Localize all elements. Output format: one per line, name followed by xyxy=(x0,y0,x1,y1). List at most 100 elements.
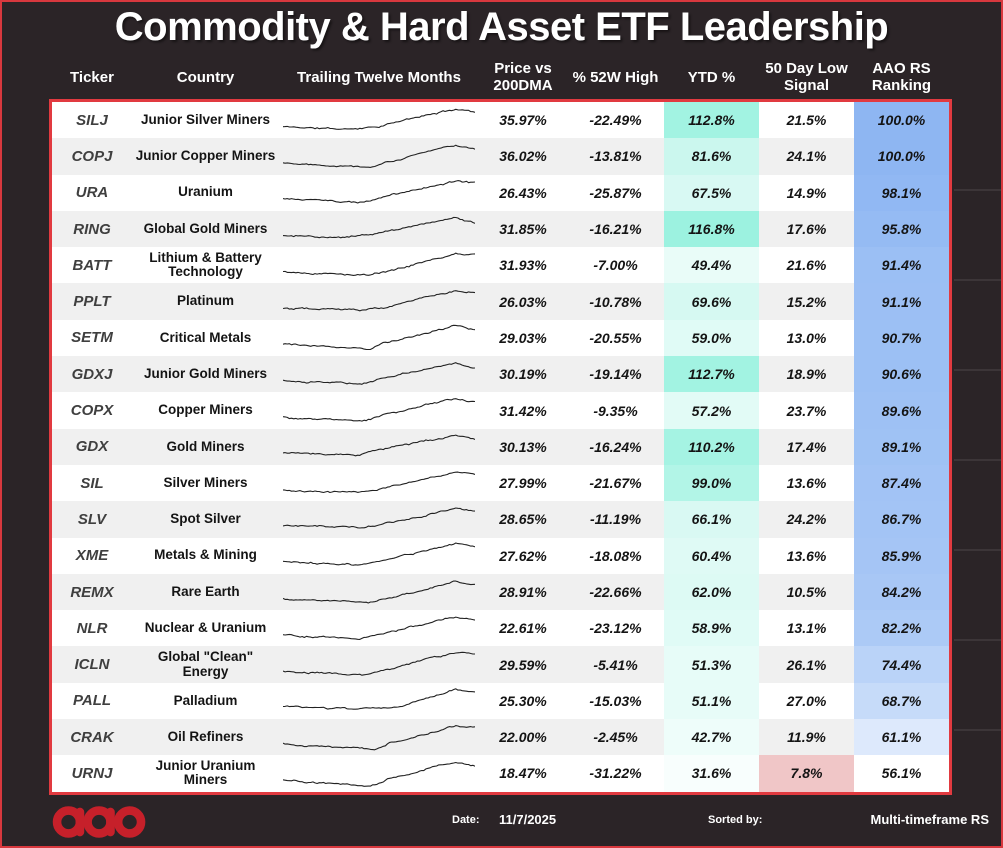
sparkline-chart xyxy=(283,180,475,204)
sorted-by-label: Sorted by: xyxy=(708,814,763,826)
col-header-country: Country xyxy=(176,68,235,86)
ttm-sparkline-cell xyxy=(279,211,479,247)
50day-low-signal-cell: 26.1% xyxy=(786,656,827,673)
ytd-cell: 51.1% xyxy=(664,682,759,720)
sparkline-chart xyxy=(283,361,475,385)
fund-name-cell: Metals & Mining xyxy=(154,547,257,563)
price-vs-200dma-cell: 30.13% xyxy=(499,438,547,455)
50day-low-signal-cell: 13.0% xyxy=(786,329,827,346)
table-row: CRAK Oil Refiners 22.00% -2.45% 42.7% 11… xyxy=(52,719,949,756)
col-header-50day-low: 50 Day Low Signal xyxy=(765,60,848,95)
price-vs-200dma-cell: 29.03% xyxy=(499,329,547,346)
aao-rs-ranking-cell: 61.1% xyxy=(854,719,949,756)
price-vs-200dma-cell: 26.43% xyxy=(499,184,547,201)
ticker-cell: RING xyxy=(73,220,111,238)
aao-rs-ranking-cell: 89.6% xyxy=(854,392,949,429)
aao-rs-ranking-cell: 91.1% xyxy=(854,283,949,320)
ttm-sparkline-cell xyxy=(279,283,479,319)
ttm-sparkline-cell xyxy=(279,465,479,501)
50day-low-signal-cell: 24.1% xyxy=(786,148,827,165)
aao-rs-ranking-cell: 68.7% xyxy=(854,682,949,720)
ytd-cell: 60.4% xyxy=(664,537,759,574)
fund-name-cell: Oil Refiners xyxy=(167,728,244,744)
ticker-cell: GDXJ xyxy=(71,365,113,383)
price-vs-200dma-cell: 18.47% xyxy=(499,765,547,782)
price-vs-200dma-cell: 27.99% xyxy=(499,475,547,492)
aao-rs-ranking-cell: 74.4% xyxy=(854,646,949,683)
aao-rs-ranking-cell: 90.6% xyxy=(854,356,949,393)
price-vs-200dma-cell: 31.42% xyxy=(499,402,547,419)
ttm-sparkline-cell xyxy=(279,175,479,211)
ticker-cell: PPLT xyxy=(73,293,111,311)
sorted-by-value: Multi-timeframe RS xyxy=(870,812,989,827)
date-label: Date: xyxy=(452,814,480,826)
sparkline-chart xyxy=(283,688,475,711)
ytd-cell: 116.8% xyxy=(664,210,759,248)
price-vs-200dma-cell: 28.91% xyxy=(499,584,547,600)
fund-name-cell: Silver Miners xyxy=(163,474,248,490)
ytd-cell: 112.8% xyxy=(664,102,759,139)
ytd-cell: 66.1% xyxy=(664,501,759,538)
fund-name-cell: Uranium xyxy=(178,184,233,200)
pct-52w-high-cell: -25.87% xyxy=(589,184,642,201)
price-vs-200dma-cell: 30.19% xyxy=(499,366,547,383)
table-row: COPJ Junior Copper Miners 36.02% -13.81%… xyxy=(52,138,949,175)
aao-rs-ranking-cell: 95.8% xyxy=(854,210,949,248)
table-row: GDX Gold Miners 30.13% -16.24% 110.2% 17… xyxy=(52,428,949,465)
sparkline-chart xyxy=(283,252,475,276)
ytd-cell: 69.6% xyxy=(664,283,759,320)
50day-low-signal-cell: 24.2% xyxy=(786,511,827,528)
price-vs-200dma-cell: 31.93% xyxy=(499,257,547,274)
sparkline-chart xyxy=(283,507,475,529)
table-row: GDXJ Junior Gold Miners 30.19% -19.14% 1… xyxy=(52,356,949,393)
50day-low-signal-cell: 13.6% xyxy=(786,547,827,564)
pct-52w-high-cell: -22.49% xyxy=(589,112,642,129)
ticker-cell: ICLN xyxy=(74,656,110,674)
ticker-cell: NLR xyxy=(76,619,108,637)
fund-name-cell: Lithium & Battery Technology xyxy=(149,249,262,280)
price-vs-200dma-cell: 22.00% xyxy=(499,729,547,746)
price-vs-200dma-cell: 35.97% xyxy=(499,112,547,129)
ticker-cell: XME xyxy=(75,547,109,565)
fund-name-cell: Spot Silver xyxy=(170,511,241,527)
sparkline-chart xyxy=(283,216,475,238)
price-vs-200dma-cell: 26.03% xyxy=(499,293,547,310)
table-row: NLR Nuclear & Uranium 22.61% -23.12% 58.… xyxy=(52,610,949,647)
50day-low-signal-cell: 23.7% xyxy=(786,402,827,419)
table-row: PALL Palladium 25.30% -15.03% 51.1% 27.0… xyxy=(52,682,949,720)
aao-rs-ranking-cell: 85.9% xyxy=(854,537,949,574)
table-row: ICLN Global "Clean" Energy 29.59% -5.41%… xyxy=(52,646,949,683)
50day-low-signal-cell: 27.0% xyxy=(786,692,827,709)
pct-52w-high-cell: -13.81% xyxy=(589,148,642,165)
ticker-cell: PALL xyxy=(72,692,112,710)
table-row: XME Metals & Mining 27.62% -18.08% 60.4%… xyxy=(52,537,949,574)
ttm-sparkline-cell xyxy=(279,320,479,356)
table-row: COPX Copper Miners 31.42% -9.35% 57.2% 2… xyxy=(52,392,949,429)
table-row: BATT Lithium & Battery Technology 31.93%… xyxy=(52,247,949,284)
sparkline-chart xyxy=(283,434,475,457)
fund-name-cell: Gold Miners xyxy=(166,438,245,454)
price-vs-200dma-cell: 31.85% xyxy=(499,221,547,238)
pct-52w-high-cell: -7.00% xyxy=(593,257,638,274)
ytd-cell: 42.7% xyxy=(664,719,759,756)
ytd-cell: 49.4% xyxy=(664,247,759,284)
ticker-cell: COPX xyxy=(70,402,114,420)
sparkline-chart xyxy=(283,542,475,566)
ttm-sparkline-cell xyxy=(279,429,479,465)
50day-low-signal-cell: 14.9% xyxy=(786,184,827,201)
ttm-sparkline-cell xyxy=(279,102,479,138)
pct-52w-high-cell: -5.41% xyxy=(593,656,638,673)
table-row: REMX Rare Earth 28.91% -22.66% 62.0% 10.… xyxy=(52,573,949,611)
ticker-cell: SETM xyxy=(71,329,113,347)
ticker-cell: COPJ xyxy=(71,147,113,165)
pct-52w-high-cell: -16.21% xyxy=(589,221,642,238)
ttm-sparkline-cell xyxy=(279,247,479,283)
fund-name-cell: Junior Uranium Miners xyxy=(155,757,256,788)
pct-52w-high-cell: -18.08% xyxy=(589,547,642,564)
aao-rs-ranking-cell: 87.4% xyxy=(854,464,949,502)
aao-rs-ranking-cell: 98.1% xyxy=(854,174,949,211)
col-header-aao-rs: AAO RS Ranking xyxy=(871,60,932,95)
sparkline-chart xyxy=(283,579,475,604)
fund-name-cell: Copper Miners xyxy=(158,402,253,418)
